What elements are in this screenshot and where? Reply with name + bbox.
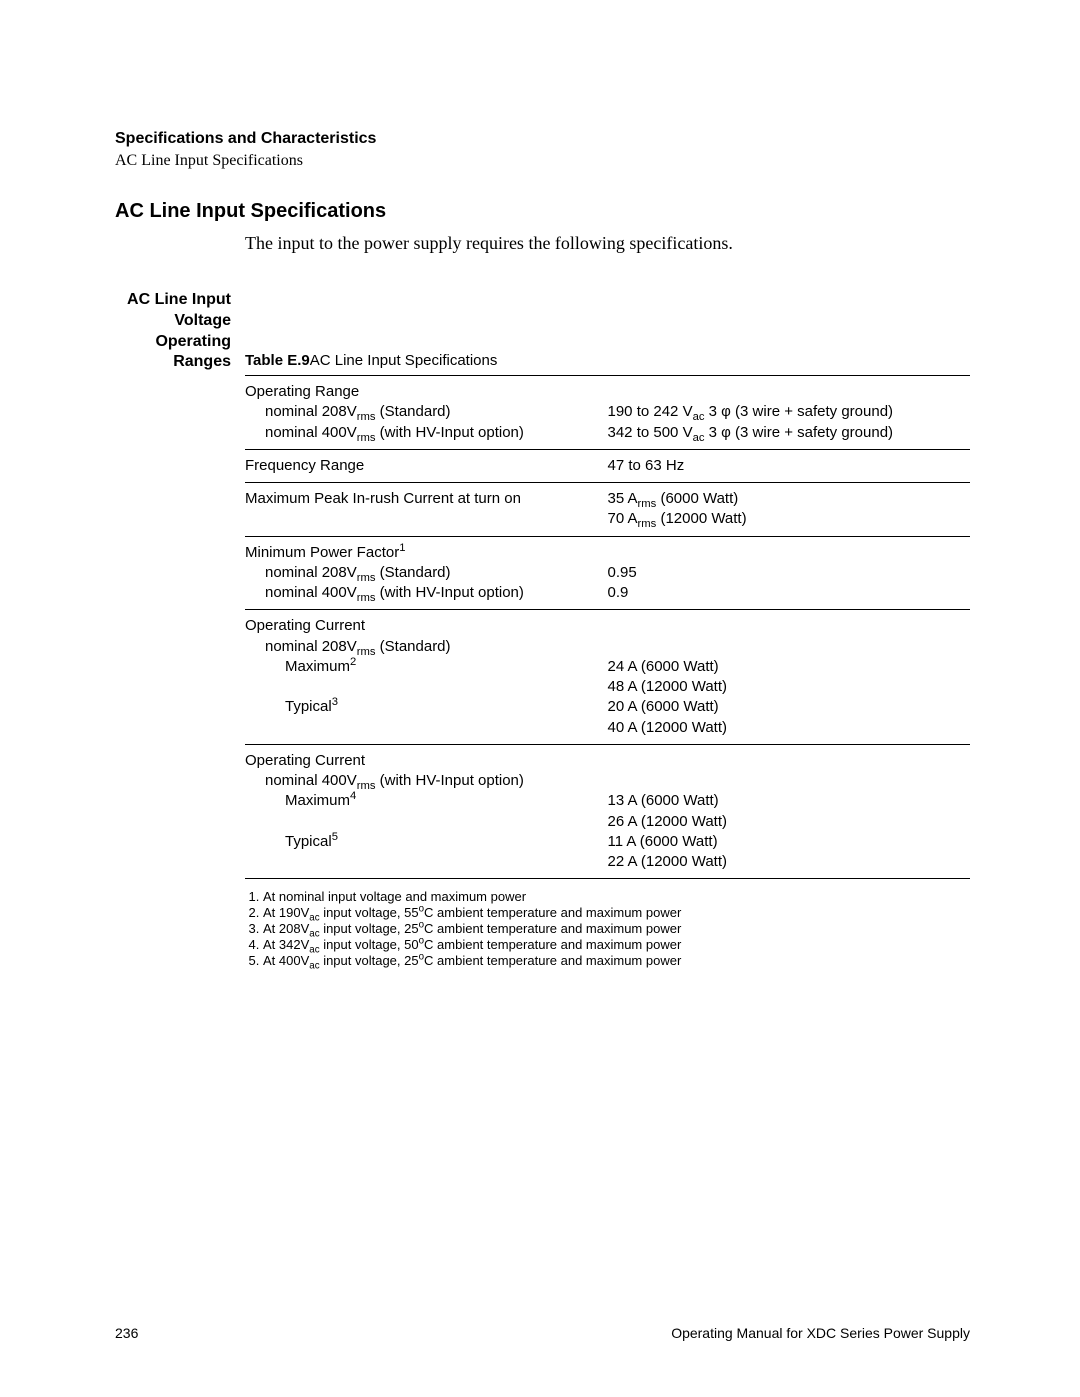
cell-main: Frequency Range xyxy=(245,457,364,474)
footnote: At 208Vac input voltage, 25oC ambient te… xyxy=(263,921,970,936)
page-footer: 236 Operating Manual for XDC Series Powe… xyxy=(115,1325,970,1341)
heading: AC Line Input Specifications xyxy=(115,200,970,223)
table-title: Table E.9AC Line Input Specifications xyxy=(245,352,970,369)
cell-sub: nominal 400Vrms (with HV-Input option) xyxy=(245,771,604,791)
cell-sub2: Typical5 xyxy=(245,832,604,852)
side-l2: Voltage xyxy=(174,312,231,329)
cell-sub: nominal 400Vrms (with HV-Input option) xyxy=(245,423,604,443)
table-row: Operating Current nominal 400Vrms (with … xyxy=(245,744,970,879)
table-row: Frequency Range 47 to 63 Hz xyxy=(245,449,970,482)
cell-sub: nominal 208Vrms (Standard) xyxy=(245,563,604,583)
footnotes: At nominal input voltage and maximum pow… xyxy=(245,889,970,968)
footnote: At 342Vac input voltage, 50oC ambient te… xyxy=(263,937,970,952)
table-title-rest: AC Line Input Specifications xyxy=(310,352,498,369)
cell-sub: nominal 208Vrms (Standard) xyxy=(245,637,604,657)
footnote: At 190Vac input voltage, 55oC ambient te… xyxy=(263,905,970,920)
table-row: Maximum Peak In-rush Current at turn on … xyxy=(245,483,970,537)
cell-value: 20 A (6000 Watt) xyxy=(608,698,719,715)
cell-value: 48 A (12000 Watt) xyxy=(608,678,728,695)
cell-value: 35 Arms (6000 Watt) xyxy=(608,490,739,507)
table-row: Operating Range nominal 208Vrms (Standar… xyxy=(245,376,970,450)
cell-value: 190 to 242 Vac 3 φ (3 wire + safety grou… xyxy=(608,403,894,420)
side-l4: Ranges xyxy=(173,353,231,370)
table-title-bold: Table E.9 xyxy=(245,352,310,369)
cell-value: 22 A (12000 Watt) xyxy=(608,853,728,870)
intro-text: The input to the power supply requires t… xyxy=(245,233,970,254)
cell-value: 11 A (6000 Watt) xyxy=(608,833,718,850)
cell-value: 40 A (12000 Watt) xyxy=(608,719,728,736)
cell-main: Minimum Power Factor1 xyxy=(245,544,405,561)
section-subtitle: AC Line Input Specifications xyxy=(115,152,970,170)
table-row: Minimum Power Factor1 nominal 208Vrms (S… xyxy=(245,536,970,610)
cell-main: Operating Current xyxy=(245,617,365,634)
cell-value: 24 A (6000 Watt) xyxy=(608,658,719,675)
cell-value: 0.9 xyxy=(608,584,629,601)
cell-value: 26 A (12000 Watt) xyxy=(608,813,728,830)
cell-main: Operating Range xyxy=(245,383,359,400)
cell-sub2: Typical3 xyxy=(245,697,604,717)
side-l1: AC Line Input xyxy=(127,291,231,308)
cell-sub: nominal 208Vrms (Standard) xyxy=(245,402,604,422)
cell-main: Maximum Peak In-rush Current at turn on xyxy=(245,490,521,507)
spec-table: Operating Range nominal 208Vrms (Standar… xyxy=(245,375,970,879)
section-title: Specifications and Characteristics xyxy=(115,130,970,148)
cell-value: 13 A (6000 Watt) xyxy=(608,792,719,809)
footnote: At nominal input voltage and maximum pow… xyxy=(263,889,970,904)
side-l3: Operating xyxy=(155,333,231,350)
doc-title: Operating Manual for XDC Series Power Su… xyxy=(671,1325,970,1341)
cell-value: 47 to 63 Hz xyxy=(608,457,685,474)
cell-main: Operating Current xyxy=(245,752,365,769)
cell-value: 0.95 xyxy=(608,564,637,581)
table-row: Operating Current nominal 208Vrms (Stand… xyxy=(245,610,970,745)
cell-sub: nominal 400Vrms (with HV-Input option) xyxy=(245,583,604,603)
cell-value: 342 to 500 Vac 3 φ (3 wire + safety grou… xyxy=(608,424,894,441)
side-label: AC Line Input Voltage Operating Ranges xyxy=(115,290,245,373)
cell-value: 70 Arms (12000 Watt) xyxy=(608,510,747,527)
footnote: At 400Vac input voltage, 25oC ambient te… xyxy=(263,953,970,968)
cell-sub2: Maximum2 xyxy=(245,657,604,677)
cell-sub2: Maximum4 xyxy=(245,791,604,811)
page-number: 236 xyxy=(115,1325,138,1341)
